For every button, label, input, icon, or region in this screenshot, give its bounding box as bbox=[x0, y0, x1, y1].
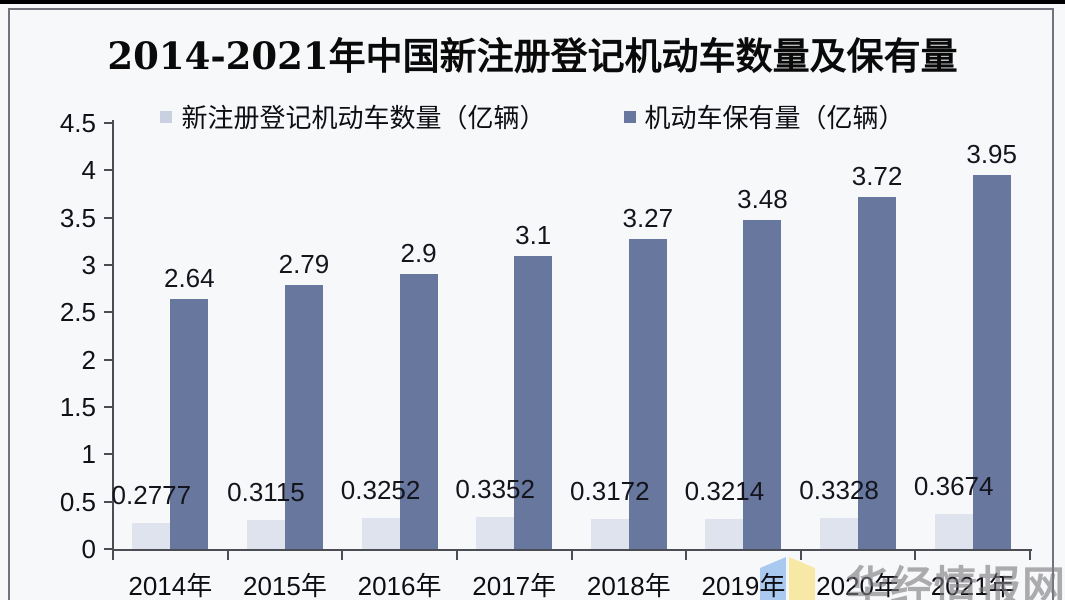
bar-ownership-2019年 bbox=[743, 219, 782, 549]
bar-ownership-2014年 bbox=[170, 299, 209, 549]
y-tick-label: 0.5 bbox=[59, 486, 96, 517]
y-tick-label: 2.5 bbox=[59, 297, 96, 328]
bar-group-2017年: 0.3352 3.1 bbox=[455, 123, 572, 549]
x-label-2017年: 2017年 bbox=[472, 571, 557, 600]
bar-group-2020年: 0.3328 3.72 bbox=[799, 123, 916, 549]
legend: 新注册登记机动车数量（亿辆） 机动车保有量（亿辆） bbox=[0, 98, 1065, 135]
x-label-2014年: 2014年 bbox=[128, 571, 213, 600]
x-tick bbox=[1029, 551, 1031, 560]
value-label-registrations-2014年: 0.2777 bbox=[111, 479, 192, 510]
bar-ownership-2021年 bbox=[972, 175, 1011, 549]
x-tick bbox=[455, 551, 458, 560]
x-label-2019年: 2019年 bbox=[701, 571, 786, 600]
value-label-ownership-2015年: 2.79 bbox=[278, 248, 330, 279]
y-axis-line bbox=[112, 120, 114, 551]
bar-group-2015年: 0.3115 2.79 bbox=[227, 123, 343, 549]
bar-registrations-2016年 bbox=[361, 518, 400, 549]
value-label-ownership-2021年: 3.95 bbox=[966, 139, 1017, 170]
y-tick-label: 3.5 bbox=[59, 202, 96, 233]
x-label-2015年: 2015年 bbox=[243, 571, 327, 600]
bar-registrations-2018年 bbox=[590, 518, 629, 549]
bar-registrations-2015年 bbox=[246, 519, 285, 549]
bar-ownership-2020年 bbox=[858, 196, 897, 549]
bar-registrations-2020年 bbox=[820, 517, 859, 549]
value-label-registrations-2015年: 0.3115 bbox=[227, 476, 305, 507]
y-tick bbox=[104, 264, 113, 266]
y-tick-label: 2 bbox=[81, 344, 96, 375]
bar-group-2016年: 0.3252 2.9 bbox=[341, 123, 457, 549]
y-tick-label: 3 bbox=[81, 250, 96, 280]
bar-registrations-2021年 bbox=[934, 514, 973, 549]
chart-title: 2014-2021年中国新注册登记机动车数量及保有量 bbox=[107, 34, 958, 78]
x-axis-line bbox=[112, 549, 1032, 551]
legend-item-registrations: 新注册登记机动车数量（亿辆） bbox=[160, 98, 546, 135]
bar-registrations-2019年 bbox=[705, 518, 744, 549]
value-label-registrations-2016年: 0.3252 bbox=[340, 475, 421, 506]
x-tick bbox=[799, 551, 802, 560]
y-tick-label: 0 bbox=[81, 534, 96, 564]
y-tick-label: 4 bbox=[81, 155, 96, 186]
value-label-ownership-2019年: 3.48 bbox=[737, 183, 788, 214]
y-tick bbox=[104, 548, 113, 550]
value-label-registrations-2018年: 0.3172 bbox=[570, 475, 650, 506]
bar-ownership-2015年 bbox=[284, 284, 323, 549]
y-tick-label: 1.5 bbox=[59, 392, 96, 422]
bar-group-2021年: 0.3674 3.95 bbox=[914, 123, 1030, 549]
y-tick bbox=[104, 122, 113, 124]
x-tick bbox=[685, 551, 688, 560]
legend-item-ownership: 机动车保有量（亿辆） bbox=[623, 98, 905, 135]
value-label-ownership-2014年: 2.64 bbox=[164, 263, 215, 294]
value-label-registrations-2019年: 0.3214 bbox=[684, 475, 765, 506]
legend-label-ownership: 机动车保有量（亿辆） bbox=[644, 103, 905, 133]
legend-swatch-ownership bbox=[623, 110, 636, 123]
value-label-ownership-2016年: 2.9 bbox=[400, 238, 437, 269]
value-label-ownership-2018年: 3.27 bbox=[622, 203, 674, 234]
x-tick bbox=[341, 551, 344, 560]
x-tick bbox=[112, 551, 114, 560]
x-tick bbox=[226, 551, 229, 560]
value-label-registrations-2020年: 0.3328 bbox=[799, 474, 879, 505]
bar-ownership-2017年 bbox=[514, 255, 553, 549]
bar-group-2019年: 0.3214 3.48 bbox=[685, 123, 801, 549]
x-tick bbox=[914, 551, 917, 560]
legend-swatch-registrations bbox=[160, 110, 173, 123]
x-label-2020年: 2020年 bbox=[816, 571, 900, 600]
top-edge-strip bbox=[0, 0, 1065, 4]
y-tick bbox=[104, 500, 113, 503]
bar-group-2014年: 0.2777 2.64 bbox=[112, 123, 228, 549]
y-tick bbox=[104, 453, 113, 456]
value-label-registrations-2017年: 0.3352 bbox=[455, 474, 535, 505]
bar-ownership-2016年 bbox=[399, 274, 438, 549]
y-tick bbox=[104, 169, 113, 172]
bar-registrations-2017年 bbox=[476, 517, 515, 549]
watermark-text: 华经情报网 bbox=[846, 563, 1065, 600]
y-tick-label: 1 bbox=[81, 439, 96, 470]
y-tick bbox=[104, 358, 113, 361]
x-label-2018年: 2018年 bbox=[586, 571, 671, 600]
bar-ownership-2018年 bbox=[628, 239, 667, 549]
value-label-registrations-2021年: 0.3674 bbox=[913, 471, 994, 502]
legend-label-registrations: 新注册登记机动车数量（亿辆） bbox=[181, 103, 546, 133]
value-label-ownership-2017年: 3.1 bbox=[515, 219, 552, 250]
plot-area: 0.2777 2.64 0.3115 2.79 0.3252 2.9 0.3352 3.1 0.… bbox=[112, 123, 1030, 549]
y-tick bbox=[104, 406, 113, 408]
x-tick bbox=[570, 551, 573, 560]
y-tick bbox=[104, 216, 113, 219]
bar-registrations-2014年 bbox=[132, 522, 171, 549]
x-label-2021年: 2021年 bbox=[930, 571, 1015, 600]
value-label-ownership-2020年: 3.72 bbox=[851, 160, 903, 191]
watermark-logo-icon bbox=[760, 557, 815, 600]
bar-group-2018年: 0.3172 3.27 bbox=[570, 123, 687, 549]
x-label-2016年: 2016年 bbox=[357, 571, 442, 600]
y-tick-label: 4.5 bbox=[59, 108, 96, 138]
y-tick bbox=[104, 311, 113, 314]
